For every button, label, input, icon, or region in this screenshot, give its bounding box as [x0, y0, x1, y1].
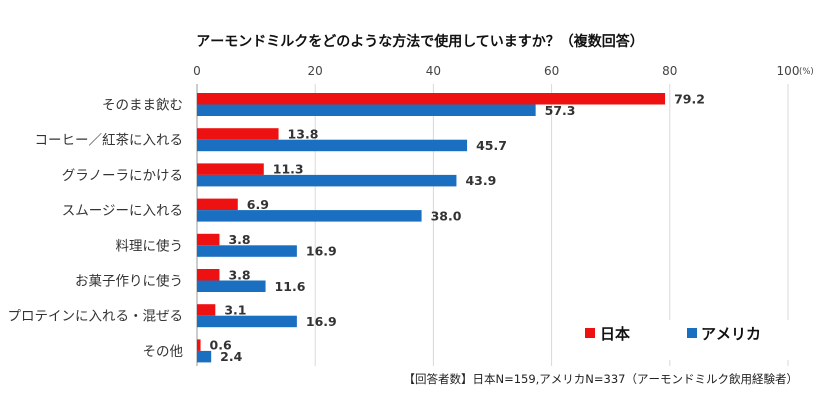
legend-swatch-japan	[585, 328, 595, 338]
data-label: 79.2	[674, 91, 705, 106]
category-label: お菓子作りに使う	[75, 273, 183, 290]
data-label: 2.4	[220, 349, 242, 364]
legend: 日本 アメリカ	[558, 320, 840, 360]
category-labels: そのまま飲むコーヒー／紅茶に入れるグラノーラにかけるスムージーに入れる料理に使う…	[8, 98, 184, 360]
x-tick-label: 20	[308, 64, 323, 78]
data-label: 45.7	[476, 138, 507, 153]
data-label: 16.9	[306, 314, 337, 329]
bar-usa	[197, 245, 297, 257]
legend-swatch-usa	[687, 328, 697, 338]
bar-japan	[197, 233, 220, 246]
data-label: 13.8	[288, 126, 319, 141]
chart-title: アーモンドミルクをどのような方法で使用していますか？（複数回答）	[196, 33, 644, 50]
category-label: グラノーラにかける	[62, 168, 183, 184]
data-label: 57.3	[545, 103, 576, 118]
x-axis-unit: (%)	[799, 67, 814, 77]
category-label: そのまま飲む	[102, 98, 183, 114]
data-labels: 79.2 57.3 13.8 45.7 11.3 43.9 6.9 38.0 3.8 16.9 3.…	[210, 91, 705, 364]
bar-japan	[197, 304, 216, 316]
bar-japan	[197, 93, 666, 105]
bar-usa	[197, 174, 457, 187]
category-label: 料理に使う	[116, 237, 184, 254]
bar-japan	[197, 163, 264, 175]
data-label: 0.6	[210, 338, 232, 353]
data-label: 3.8	[228, 232, 250, 247]
x-axis-ticks: 0 20 40 60 80 100 (%)	[193, 64, 814, 78]
category-label: プロテインに入れる・混ぜる	[8, 309, 184, 325]
x-tick-label: 0	[193, 64, 201, 78]
data-label: 6.9	[247, 197, 269, 212]
data-label: 11.3	[273, 162, 304, 177]
legend-label-usa: アメリカ	[701, 325, 761, 343]
bar-usa	[197, 210, 422, 222]
bars	[197, 93, 666, 363]
category-label: コーヒー／紅茶に入れる	[35, 133, 184, 149]
category-label: スムージーに入れる	[62, 203, 183, 219]
x-tick-label: 40	[426, 64, 441, 78]
data-label: 3.1	[224, 302, 246, 317]
data-label: 3.8	[228, 267, 250, 282]
bar-usa	[197, 315, 297, 328]
category-label: その他	[143, 344, 184, 360]
bar-usa	[197, 139, 468, 152]
bar-japan	[197, 269, 220, 281]
data-label: 43.9	[465, 173, 496, 188]
bar-usa	[197, 104, 536, 116]
bar-japan	[197, 198, 238, 211]
bar-japan	[197, 128, 279, 140]
legend-label-japan: 日本	[600, 325, 630, 343]
x-tick-label: 60	[544, 64, 559, 78]
legend-background	[558, 320, 840, 360]
x-tick-label: 80	[662, 64, 677, 78]
footnote: 【回答者数】日本N=159,アメリカN=337（アーモンドミルク飲用経験者）	[403, 372, 798, 386]
x-tick-label: 100	[777, 64, 800, 78]
bar-usa	[197, 280, 266, 292]
bar-usa	[197, 350, 212, 363]
data-label: 38.0	[431, 208, 462, 223]
data-label: 11.6	[275, 279, 306, 294]
data-label: 16.9	[306, 244, 337, 259]
bar-japan	[197, 339, 201, 351]
